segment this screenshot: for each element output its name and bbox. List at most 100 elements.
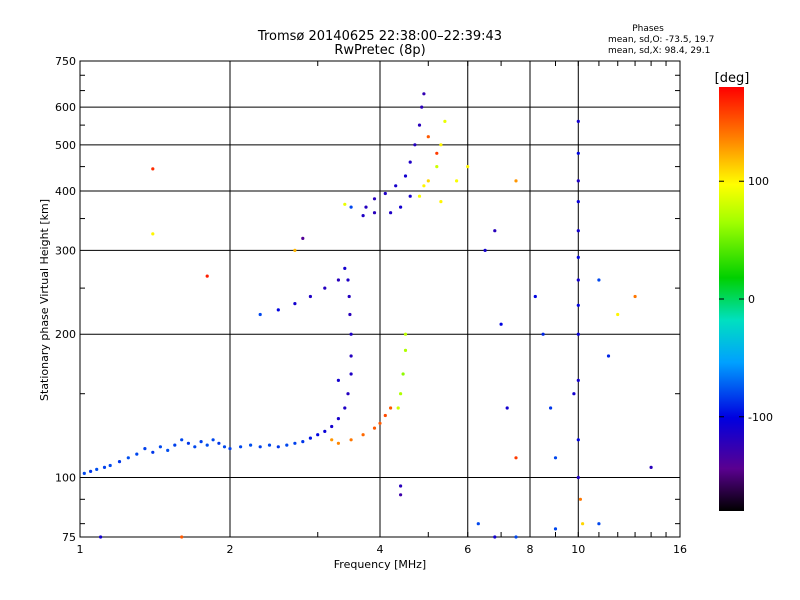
- data-point: [372, 211, 377, 215]
- data-point: [199, 440, 203, 444]
- data-point: [422, 184, 426, 188]
- data-point: [396, 406, 400, 410]
- data-point: [443, 119, 447, 123]
- y-tick-label: 300: [55, 244, 76, 257]
- data-point: [483, 248, 487, 252]
- data-point: [576, 200, 580, 204]
- data-point: [151, 232, 155, 236]
- data-point: [417, 194, 422, 198]
- x-tick-label: 4: [377, 543, 384, 556]
- data-point: [108, 463, 112, 468]
- colorbar-ticks: 100 0 -100: [719, 175, 773, 424]
- y-tick-label: 100: [55, 472, 76, 485]
- data-point: [389, 406, 393, 410]
- data-point: [349, 438, 353, 442]
- data-point: [158, 445, 162, 449]
- phases-o-line: mean, sd,O: -73.5, 19.7: [608, 35, 714, 45]
- data-point: [228, 447, 232, 451]
- data-point: [316, 433, 320, 437]
- data-point: [166, 448, 170, 452]
- y-tick-label: 200: [55, 328, 76, 341]
- data-point: [347, 294, 351, 299]
- chart-subtitle: RwPretec (8p): [334, 43, 425, 58]
- data-point: [572, 392, 576, 396]
- data-point: [349, 354, 353, 358]
- data-point: [514, 456, 518, 460]
- data-points: [82, 92, 653, 539]
- data-point: [372, 426, 377, 430]
- phases-heading: Phases: [632, 24, 664, 34]
- data-point: [361, 433, 365, 437]
- data-point: [403, 174, 408, 178]
- data-point: [399, 493, 403, 497]
- data-point: [649, 465, 653, 469]
- data-point: [576, 151, 580, 155]
- data-point: [466, 165, 470, 169]
- data-point: [420, 105, 424, 109]
- y-tick-label: 600: [55, 101, 76, 114]
- data-point: [576, 278, 580, 282]
- data-point: [576, 438, 580, 442]
- data-point: [151, 450, 155, 454]
- data-point: [343, 266, 347, 270]
- data-point: [293, 248, 297, 252]
- x-tick-label: 6: [464, 543, 471, 556]
- y-tick-label: 500: [55, 139, 76, 152]
- data-point: [383, 413, 387, 418]
- data-point: [258, 312, 262, 317]
- data-point: [349, 205, 353, 209]
- data-point: [217, 441, 221, 445]
- data-point: [343, 406, 347, 410]
- data-point: [439, 143, 443, 147]
- data-point: [193, 445, 197, 449]
- data-point: [336, 441, 340, 445]
- y-tick-label: 75: [62, 531, 76, 544]
- data-point: [514, 535, 518, 539]
- data-point: [553, 527, 558, 531]
- data-point: [422, 92, 426, 96]
- data-point: [435, 151, 439, 155]
- plot-area: 1 2 4 6 8 10 16 75 100 200 300 400 500 600 750: [55, 55, 687, 556]
- colorbar-label: [deg]: [715, 71, 750, 86]
- data-point: [383, 191, 387, 196]
- data-point: [408, 160, 412, 164]
- data-point: [616, 312, 620, 317]
- data-point: [426, 179, 430, 183]
- data-point: [89, 469, 93, 473]
- data-point: [330, 438, 334, 442]
- data-point: [553, 456, 558, 460]
- data-point: [403, 332, 408, 336]
- data-point: [597, 278, 601, 282]
- y-tick-label: 400: [55, 185, 76, 198]
- data-point: [349, 332, 353, 336]
- data-point: [493, 535, 497, 539]
- data-point: [293, 441, 297, 445]
- y-tick-label: 750: [55, 55, 76, 68]
- data-point: [336, 378, 340, 382]
- data-point: [180, 535, 184, 539]
- data-point: [576, 378, 580, 382]
- data-point: [343, 202, 347, 206]
- data-point: [99, 535, 103, 539]
- data-point: [394, 184, 398, 188]
- data-point: [533, 294, 537, 299]
- data-point: [348, 312, 352, 317]
- data-point: [541, 332, 545, 336]
- data-point: [399, 484, 403, 488]
- data-point: [102, 465, 107, 469]
- y-axis-label: Stationary phase Virtual Height [km]: [38, 199, 51, 401]
- x-ticks: 1 2 4 6 8 10 16: [77, 61, 687, 556]
- data-point: [581, 522, 585, 526]
- data-point: [633, 294, 637, 299]
- colorbar-tick-label: 100: [748, 175, 769, 188]
- data-point: [173, 443, 177, 447]
- data-point: [135, 452, 139, 456]
- data-point: [276, 445, 280, 449]
- data-point: [549, 406, 553, 410]
- data-point: [293, 302, 297, 306]
- data-point: [576, 303, 580, 307]
- data-point: [258, 445, 262, 449]
- colorbar-tick-label: 0: [748, 293, 755, 306]
- x-tick-label: 8: [527, 543, 534, 556]
- y-ticks: 75 100 200 300 400 500 600 750: [55, 55, 680, 544]
